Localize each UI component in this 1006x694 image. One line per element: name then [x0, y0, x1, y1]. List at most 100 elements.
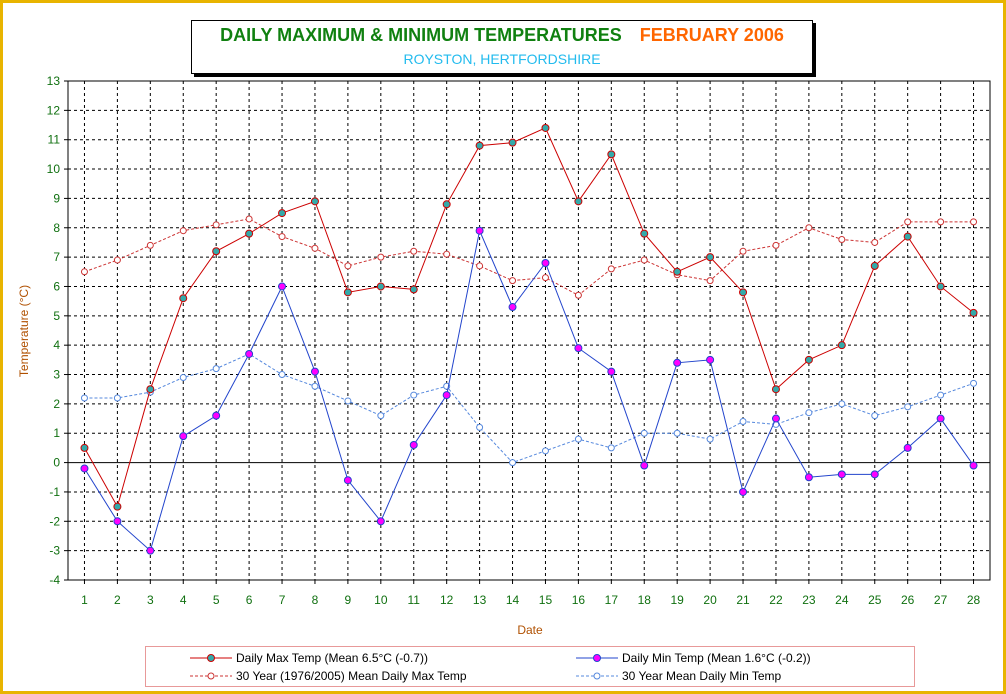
x-tick-label: 27 [934, 593, 948, 607]
data-point-min-temp [936, 414, 945, 423]
data-point-mean-max-temp [410, 247, 418, 255]
data-point-mean-max-temp [278, 233, 286, 241]
y-tick-label: 13 [47, 74, 61, 88]
data-point-max-temp [80, 443, 89, 452]
data-point-mean-min-temp [871, 412, 879, 420]
legend-label-mean-max: 30 Year (1976/2005) Mean Daily Max Temp [236, 669, 467, 683]
data-point-max-temp [442, 200, 451, 209]
series-line-min-temp [84, 229, 974, 552]
data-point-min-temp [640, 461, 649, 470]
x-tick-label: 6 [246, 593, 253, 607]
data-point-min-temp [541, 258, 550, 267]
data-point-max-temp [409, 285, 418, 294]
y-tick-label: 1 [53, 426, 60, 440]
grid [67, 80, 991, 581]
x-tick-label: 23 [802, 593, 816, 607]
data-point-max-temp [673, 267, 682, 276]
y-tick-label: -3 [49, 544, 60, 558]
data-point-mean-min-temp [311, 382, 319, 390]
x-tick-label: 25 [868, 593, 882, 607]
data-point-mean-max-temp [838, 236, 846, 244]
data-point-min-temp [409, 440, 418, 449]
y-tick-label: -4 [49, 573, 60, 587]
data-point-max-temp [376, 282, 385, 291]
data-point-max-temp [212, 247, 221, 256]
data-point-mean-max-temp [344, 262, 352, 270]
data-point-max-temp [640, 229, 649, 238]
x-tick-label: 10 [374, 593, 388, 607]
x-tick-label: 7 [279, 593, 286, 607]
x-tick-label: 21 [736, 593, 750, 607]
data-point-max-temp [113, 502, 122, 511]
data-point-max-temp [739, 288, 748, 297]
data-point-mean-max-temp [509, 277, 517, 285]
data-point-max-temp [903, 232, 912, 241]
x-tick-label: 22 [769, 593, 783, 607]
data-point-mean-min-temp [937, 391, 945, 399]
y-tick-label: 9 [53, 191, 60, 205]
x-tick-label: 24 [835, 593, 849, 607]
data-point-mean-min-temp [640, 429, 648, 437]
data-point-mean-max-temp [640, 256, 648, 264]
data-point-max-temp [804, 355, 813, 364]
data-point-mean-max-temp [805, 224, 813, 232]
data-point-min-temp [706, 355, 715, 364]
data-point-mean-min-temp [838, 400, 846, 408]
data-point-min-temp [870, 470, 879, 479]
data-point-min-temp [376, 517, 385, 526]
data-point-mean-min-temp [805, 409, 813, 417]
series-line-max-temp [84, 127, 974, 508]
legend-swatch-mean-max [190, 672, 232, 680]
series-layer [80, 123, 978, 555]
title-box: DAILY MAXIMUM & MINIMUM TEMPERATURES FEBR… [191, 20, 813, 74]
data-point-mean-max-temp [937, 218, 945, 226]
data-point-max-temp [936, 282, 945, 291]
x-tick-label: 14 [506, 593, 520, 607]
x-tick-label: 13 [473, 593, 487, 607]
data-point-min-temp [113, 517, 122, 526]
data-point-mean-min-temp [80, 394, 88, 402]
series-line-mean-max-temp [84, 218, 974, 296]
series-line-mean-min-temp [84, 353, 974, 464]
data-point-max-temp [146, 385, 155, 394]
legend-swatch-mean-min [576, 672, 618, 680]
legend-label-mean-min: 30 Year Mean Daily Min Temp [622, 669, 782, 683]
data-point-mean-min-temp [904, 403, 912, 411]
data-point-min-temp [673, 358, 682, 367]
data-point-mean-max-temp [476, 262, 484, 270]
y-tick-label: 10 [47, 162, 61, 176]
y-tick-label: 5 [53, 309, 60, 323]
data-point-min-temp [278, 282, 287, 291]
data-point-mean-max-temp [871, 238, 879, 246]
series-mean-min-temp [80, 350, 978, 467]
data-point-max-temp [310, 197, 319, 206]
data-point-mean-max-temp [443, 250, 451, 258]
data-point-min-temp [607, 367, 616, 376]
data-point-mean-max-temp [245, 215, 253, 223]
data-point-mean-min-temp [476, 423, 484, 431]
data-point-mean-max-temp [607, 265, 615, 273]
data-point-mean-max-temp [574, 291, 582, 299]
x-tick-label: 12 [440, 593, 454, 607]
data-point-min-temp [310, 367, 319, 376]
data-point-max-temp [969, 308, 978, 317]
data-point-max-temp [179, 294, 188, 303]
series-max-temp [80, 123, 978, 511]
data-point-mean-max-temp [904, 218, 912, 226]
data-point-mean-max-temp [541, 274, 549, 282]
data-point-mean-max-temp [212, 221, 220, 229]
x-tick-label: 16 [572, 593, 586, 607]
data-point-mean-max-temp [146, 241, 154, 249]
series-min-temp [80, 226, 978, 555]
x-tick-label: 2 [114, 593, 121, 607]
data-point-mean-min-temp [278, 371, 286, 379]
data-point-min-temp [771, 414, 780, 423]
x-tick-label: 5 [213, 593, 220, 607]
data-point-mean-min-temp [344, 397, 352, 405]
data-point-min-temp [903, 443, 912, 452]
data-point-max-temp [475, 141, 484, 150]
data-point-min-temp [574, 344, 583, 353]
x-tick-label: 20 [703, 593, 717, 607]
data-point-max-temp [771, 385, 780, 394]
